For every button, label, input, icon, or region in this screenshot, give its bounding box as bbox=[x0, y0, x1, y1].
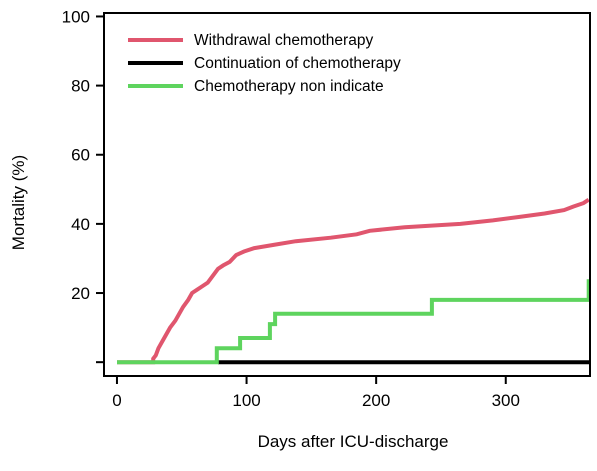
legend-label: Chemotherapy non indicate bbox=[194, 78, 384, 95]
y-tick-label: 40 bbox=[71, 215, 90, 234]
y-tick-label: 80 bbox=[71, 77, 90, 96]
x-tick-label: 0 bbox=[112, 391, 121, 410]
series-line-1 bbox=[117, 198, 590, 365]
y-axis-label: Mortality (%) bbox=[9, 155, 28, 250]
y-tick-label: 60 bbox=[71, 146, 90, 165]
y-tick-label: 100 bbox=[62, 7, 90, 26]
legend-label: Continuation of chemotherapy bbox=[194, 55, 401, 72]
plot-frame bbox=[103, 12, 591, 377]
series-line-3 bbox=[117, 279, 591, 365]
x-tick-label: 300 bbox=[492, 391, 520, 410]
x-tick-label: 200 bbox=[362, 391, 390, 410]
legend: Withdrawal chemotherapy Continuation of c… bbox=[128, 32, 401, 95]
x-axis: 0 100 200 300 bbox=[112, 376, 520, 410]
legend-label: Withdrawal chemotherapy bbox=[194, 32, 373, 49]
x-axis-label: Days after ICU-discharge bbox=[258, 432, 449, 451]
y-tick-label: 20 bbox=[71, 284, 90, 303]
x-tick-label: 100 bbox=[232, 391, 260, 410]
plot-lines bbox=[117, 198, 591, 365]
y-axis: 20 40 60 80 100 bbox=[62, 7, 104, 364]
